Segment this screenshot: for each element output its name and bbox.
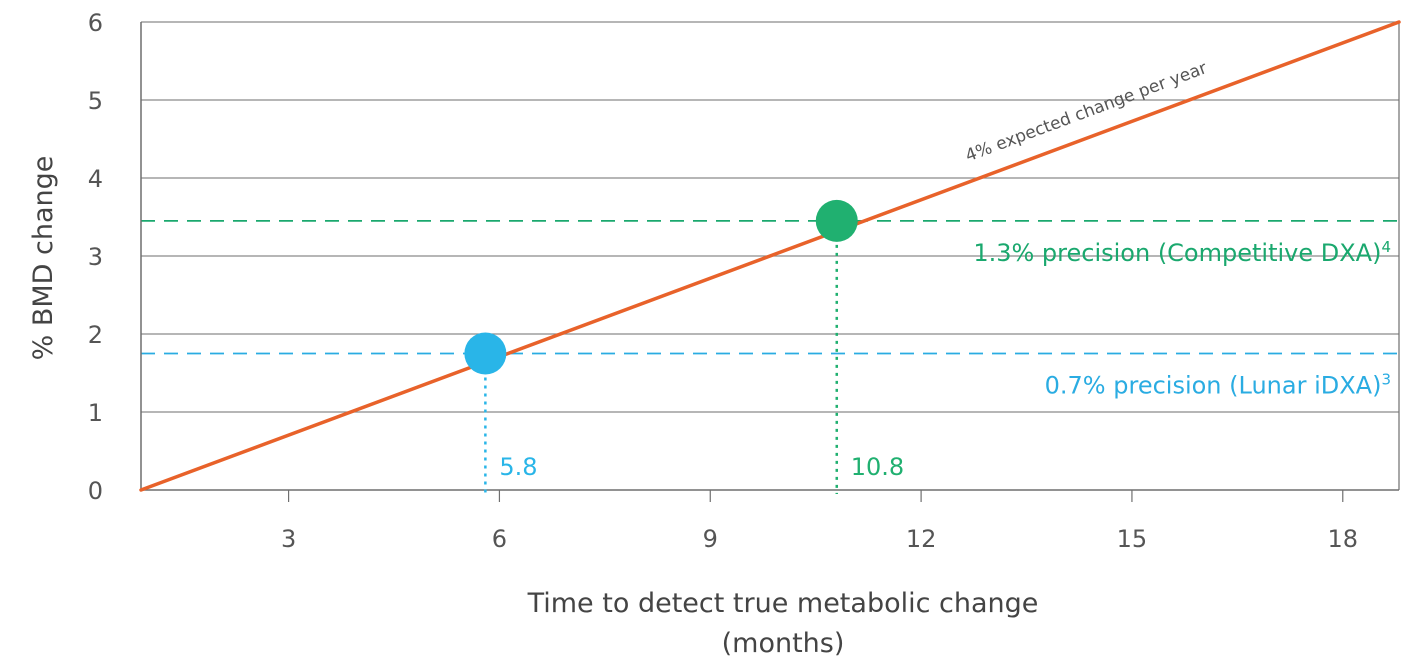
y-tick-label-6: 6 <box>88 9 103 37</box>
x-tick-label-18: 18 <box>1328 525 1359 553</box>
marker-point-1 <box>815 199 858 242</box>
x-tick-label-9: 9 <box>703 525 718 553</box>
x-tick-label-15: 15 <box>1117 525 1148 553</box>
precision-label-0: 1.3% precision (Competitive DXA)4 <box>973 238 1391 267</box>
x-axis-title-line2: (months) <box>722 628 845 659</box>
x-tick-label-6: 6 <box>492 525 507 553</box>
y-axis-title: % BMD change <box>28 156 59 361</box>
y-tick-label-1: 1 <box>88 399 103 427</box>
line-label: 4% expected change per year <box>963 58 1210 166</box>
y-tick-label-0: 0 <box>88 477 103 505</box>
y-tick-label-3: 3 <box>88 243 103 271</box>
x-tick-label-12: 12 <box>906 525 937 553</box>
y-tick-label-2: 2 <box>88 321 103 349</box>
precision-label-superscript-1: 3 <box>1381 371 1391 389</box>
series-line-0 <box>139 20 1401 492</box>
x-tick-label-3: 3 <box>281 525 296 553</box>
x-axis-title-line1: Time to detect true metabolic change <box>527 588 1039 619</box>
marker-value-label-1: 10.8 <box>851 453 904 481</box>
markers: 5.8 10.8 <box>464 199 904 494</box>
y-tick-label-4: 4 <box>88 165 103 193</box>
precision-lines: 1.3% precision (Competitive DXA)4 0.7% pr… <box>141 219 1399 400</box>
marker-point-0 <box>464 332 507 375</box>
precision-label-superscript-0: 4 <box>1381 238 1391 256</box>
marker-value-label-0: 5.8 <box>499 453 537 481</box>
precision-label-1: 0.7% precision (Lunar iDXA)3 <box>1045 371 1391 400</box>
precision-label-text-1: 0.7% precision (Lunar iDXA) <box>1045 372 1382 400</box>
y-tick-label-5: 5 <box>88 87 103 115</box>
precision-label-text-0: 1.3% precision (Competitive DXA) <box>973 239 1381 267</box>
